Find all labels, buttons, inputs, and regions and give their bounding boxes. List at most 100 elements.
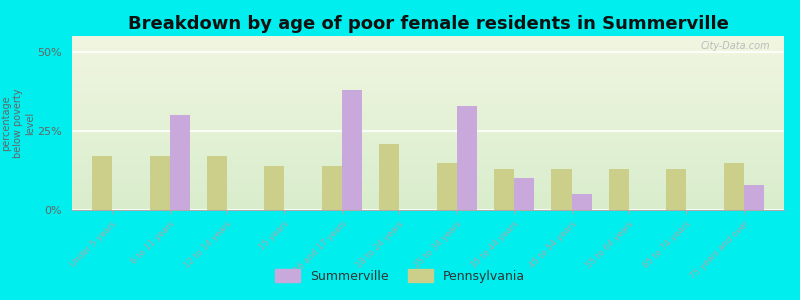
Bar bbox=[437, 163, 457, 210]
Bar bbox=[72, 119, 784, 121]
Bar bbox=[72, 175, 784, 177]
Bar bbox=[72, 123, 784, 125]
Bar bbox=[724, 163, 744, 210]
Bar bbox=[72, 108, 784, 110]
Bar bbox=[72, 53, 784, 56]
Bar bbox=[72, 101, 784, 103]
Bar bbox=[72, 177, 784, 179]
Bar bbox=[514, 178, 534, 210]
Bar bbox=[72, 58, 784, 60]
Bar bbox=[744, 185, 764, 210]
Bar bbox=[72, 130, 784, 132]
Bar bbox=[457, 106, 477, 210]
Bar bbox=[72, 151, 784, 154]
Bar bbox=[72, 51, 784, 53]
Bar bbox=[72, 36, 784, 38]
Bar bbox=[72, 103, 784, 106]
Bar bbox=[72, 80, 784, 82]
Bar bbox=[72, 60, 784, 62]
Bar bbox=[72, 173, 784, 175]
Title: Breakdown by age of poor female residents in Summerville: Breakdown by age of poor female resident… bbox=[127, 15, 729, 33]
Bar bbox=[72, 208, 784, 210]
Bar bbox=[72, 106, 784, 108]
Bar bbox=[72, 167, 784, 169]
Bar bbox=[72, 138, 784, 140]
Bar bbox=[72, 95, 784, 97]
Bar bbox=[72, 84, 784, 86]
Bar bbox=[72, 90, 784, 93]
Bar bbox=[551, 169, 571, 210]
Bar bbox=[150, 156, 170, 210]
Bar bbox=[494, 169, 514, 210]
Bar bbox=[72, 195, 784, 197]
Bar bbox=[72, 67, 784, 69]
Bar bbox=[72, 125, 784, 127]
Bar bbox=[72, 162, 784, 164]
Bar bbox=[72, 203, 784, 206]
Bar bbox=[609, 169, 629, 210]
Bar bbox=[72, 171, 784, 173]
Bar bbox=[72, 197, 784, 199]
Bar bbox=[72, 169, 784, 171]
Bar bbox=[571, 194, 592, 210]
Bar bbox=[72, 62, 784, 64]
Bar bbox=[72, 73, 784, 75]
Bar bbox=[72, 142, 784, 145]
Bar bbox=[72, 140, 784, 142]
Bar bbox=[72, 154, 784, 156]
Bar bbox=[92, 156, 112, 210]
Bar bbox=[666, 169, 686, 210]
Bar bbox=[72, 164, 784, 166]
Bar bbox=[72, 188, 784, 190]
Bar bbox=[322, 166, 342, 210]
Bar bbox=[170, 115, 190, 210]
Bar bbox=[72, 114, 784, 116]
Bar bbox=[72, 134, 784, 136]
Bar bbox=[72, 186, 784, 188]
Bar bbox=[72, 190, 784, 193]
Bar bbox=[72, 40, 784, 43]
Bar bbox=[72, 156, 784, 158]
Bar bbox=[72, 47, 784, 49]
Bar bbox=[207, 156, 227, 210]
Bar bbox=[72, 116, 784, 119]
Bar bbox=[72, 184, 784, 186]
Bar bbox=[72, 64, 784, 67]
Bar bbox=[72, 158, 784, 160]
Bar bbox=[72, 49, 784, 51]
Bar bbox=[72, 86, 784, 88]
Bar bbox=[72, 77, 784, 80]
Bar bbox=[72, 97, 784, 99]
Bar bbox=[72, 56, 784, 58]
Bar bbox=[72, 147, 784, 149]
Bar bbox=[72, 160, 784, 162]
Bar bbox=[72, 82, 784, 84]
Bar bbox=[72, 69, 784, 71]
Bar bbox=[72, 75, 784, 77]
Bar bbox=[72, 93, 784, 95]
Bar bbox=[72, 206, 784, 208]
Bar bbox=[72, 179, 784, 182]
Bar bbox=[72, 201, 784, 203]
Bar bbox=[72, 136, 784, 138]
Bar bbox=[72, 43, 784, 45]
Bar bbox=[72, 110, 784, 112]
Bar bbox=[264, 166, 285, 210]
Bar bbox=[72, 182, 784, 184]
Bar bbox=[72, 132, 784, 134]
Bar bbox=[72, 99, 784, 101]
Bar bbox=[72, 112, 784, 114]
Bar bbox=[342, 90, 362, 210]
Bar bbox=[72, 45, 784, 47]
Text: City-Data.com: City-Data.com bbox=[700, 41, 770, 51]
Bar bbox=[72, 88, 784, 90]
Bar bbox=[72, 145, 784, 147]
Bar bbox=[72, 127, 784, 130]
Bar bbox=[72, 121, 784, 123]
Y-axis label: percentage
below poverty
level: percentage below poverty level bbox=[2, 88, 34, 158]
Bar bbox=[72, 199, 784, 201]
Bar bbox=[72, 38, 784, 40]
Legend: Summerville, Pennsylvania: Summerville, Pennsylvania bbox=[270, 264, 530, 288]
Bar bbox=[72, 71, 784, 73]
Bar bbox=[72, 193, 784, 195]
